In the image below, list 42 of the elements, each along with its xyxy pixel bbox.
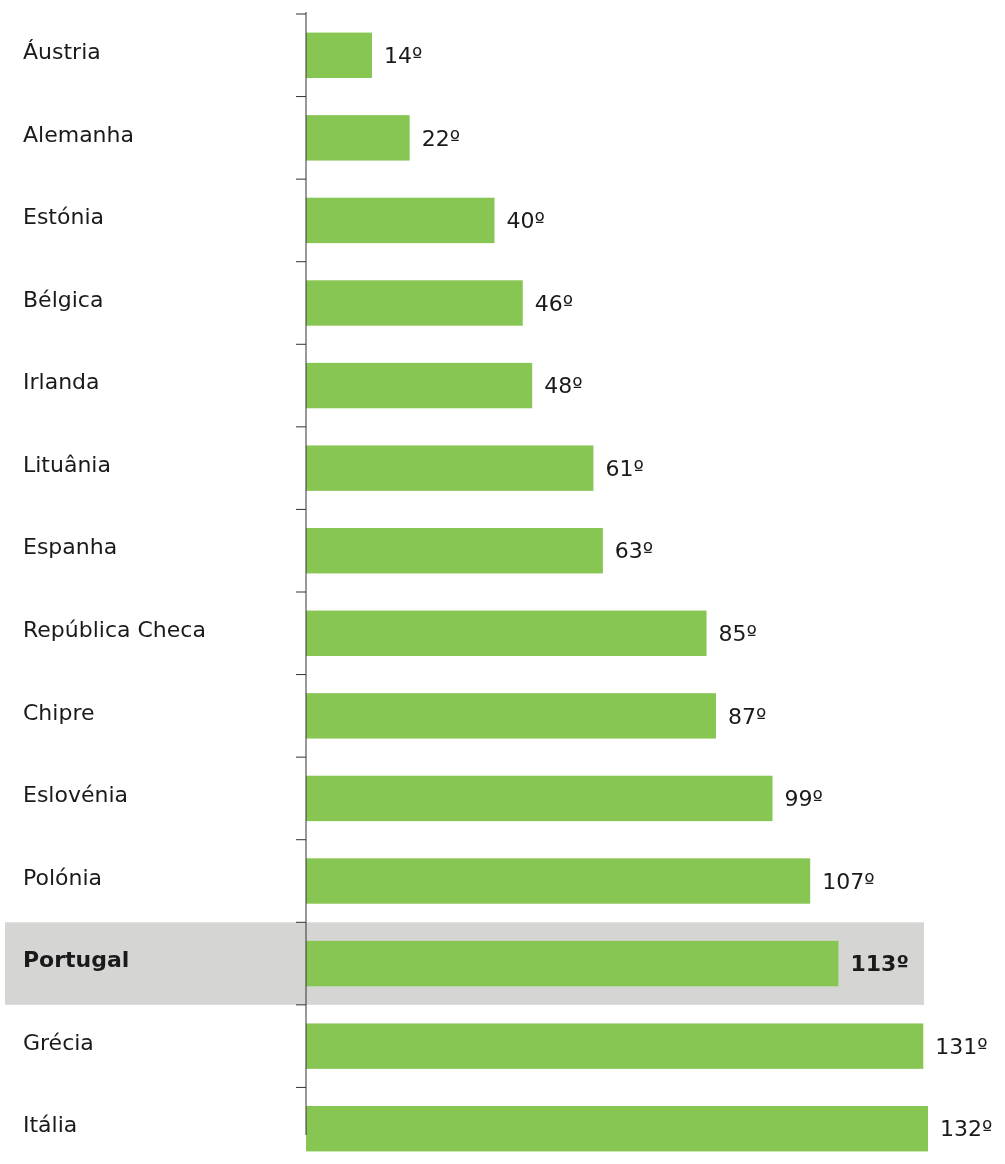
bar bbox=[306, 1023, 924, 1069]
bar bbox=[306, 280, 523, 326]
bar bbox=[306, 693, 716, 739]
data-label: 113º bbox=[850, 951, 909, 977]
y-tick-label: República Checa bbox=[23, 616, 206, 642]
y-tick-label: Polónia bbox=[23, 864, 103, 890]
y-tick-label: Chipre bbox=[23, 699, 95, 725]
y-tick-label: Alemanha bbox=[23, 121, 134, 147]
data-label: 14º bbox=[383, 42, 423, 68]
data-label: 132º bbox=[940, 1116, 993, 1142]
data-label: 85º bbox=[718, 620, 757, 646]
bar bbox=[306, 528, 603, 574]
bar bbox=[306, 197, 495, 244]
data-label: 61º bbox=[605, 455, 644, 481]
data-label: 48º bbox=[544, 373, 583, 399]
bar bbox=[306, 445, 594, 491]
y-tick-label: Bélgica bbox=[23, 286, 104, 312]
bar bbox=[306, 610, 707, 656]
y-tick-label: Lituânia bbox=[23, 451, 111, 477]
y-tick-label: Espanha bbox=[23, 534, 118, 560]
y-tick-label: Grécia bbox=[23, 1029, 94, 1055]
y-tick-label: Irlanda bbox=[23, 369, 100, 395]
bar bbox=[306, 115, 410, 161]
data-label: 40º bbox=[506, 208, 545, 234]
y-tick-label: Estónia bbox=[23, 204, 104, 230]
y-tick-label: Áustria bbox=[23, 38, 101, 64]
y-tick-label: Eslovénia bbox=[23, 782, 129, 808]
y-tick-label: Itália bbox=[23, 1112, 78, 1138]
data-label: 87º bbox=[727, 703, 767, 729]
data-label: 22º bbox=[421, 125, 461, 151]
bar bbox=[306, 775, 773, 822]
data-label: 63º bbox=[614, 538, 654, 564]
y-tick-label: Portugal bbox=[23, 947, 130, 973]
data-label: 99º bbox=[784, 786, 823, 812]
bar bbox=[306, 858, 811, 904]
data-label: 131º bbox=[935, 1033, 988, 1059]
bar bbox=[306, 940, 839, 987]
data-label: 107º bbox=[822, 868, 875, 894]
data-label: 46º bbox=[534, 290, 574, 316]
bar bbox=[306, 362, 533, 409]
bar bbox=[306, 32, 372, 78]
bar bbox=[306, 1106, 928, 1152]
